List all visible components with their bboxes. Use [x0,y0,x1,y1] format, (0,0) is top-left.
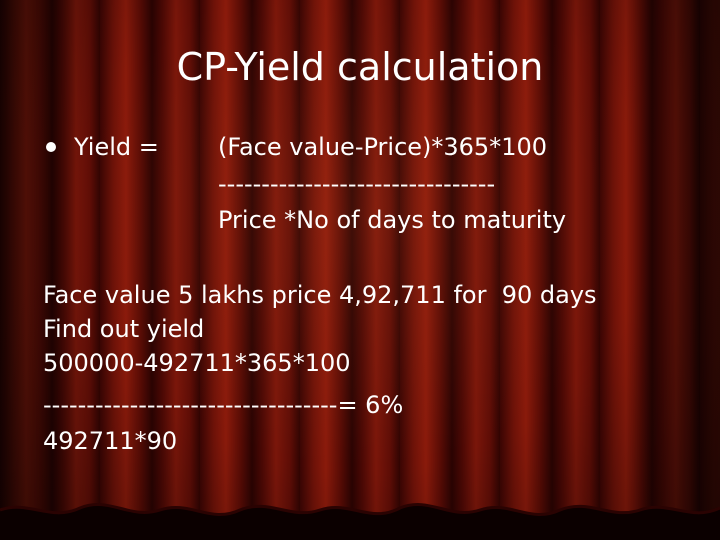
example-line-5: 492711*90 [43,427,178,455]
formula-denominator: Price *No of days to maturity [218,206,567,234]
formula-divider: -------------------------------- [218,170,496,198]
formula-numerator: (Face value-Price)*365*100 [218,133,548,161]
yield-label: Yield = [74,133,159,161]
example-line-4: ----------------------------------= 6% [43,391,404,419]
bullet-dot-icon [46,142,56,152]
example-line-3: 500000-492711*365*100 [43,349,351,377]
slide-title: CP-Yield calculation [176,45,544,89]
curtain-hem [0,503,720,540]
example-line-2: Find out yield [43,315,205,343]
example-line-1: Face value 5 lakhs price 4,92,711 for 90… [43,281,597,309]
